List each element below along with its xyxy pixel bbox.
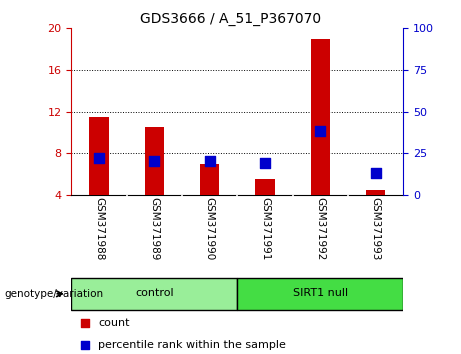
Point: [372, 170, 379, 176]
Text: count: count: [98, 318, 130, 329]
Text: control: control: [135, 288, 174, 298]
Point: [81, 321, 89, 326]
Bar: [237, 278, 403, 310]
Text: GSM371990: GSM371990: [205, 197, 215, 261]
Text: GSM371992: GSM371992: [315, 197, 325, 261]
Bar: [89, 117, 109, 195]
Bar: [71, 278, 237, 310]
Point: [261, 160, 269, 166]
Bar: [311, 39, 330, 195]
Point: [206, 159, 213, 164]
Bar: [200, 164, 219, 195]
Text: GSM371991: GSM371991: [260, 197, 270, 261]
Bar: [255, 179, 275, 195]
Point: [317, 129, 324, 134]
Text: genotype/variation: genotype/variation: [5, 289, 104, 299]
Text: percentile rank within the sample: percentile rank within the sample: [98, 339, 286, 350]
Text: SIRT1 null: SIRT1 null: [293, 288, 348, 298]
Bar: [366, 189, 385, 195]
Text: GSM371993: GSM371993: [371, 197, 381, 261]
Bar: [145, 127, 164, 195]
Text: GSM371989: GSM371989: [149, 197, 160, 261]
Point: [81, 342, 89, 348]
Text: GDS3666 / A_51_P367070: GDS3666 / A_51_P367070: [140, 12, 321, 27]
Point: [95, 155, 103, 161]
Text: GSM371988: GSM371988: [94, 197, 104, 261]
Point: [151, 159, 158, 164]
